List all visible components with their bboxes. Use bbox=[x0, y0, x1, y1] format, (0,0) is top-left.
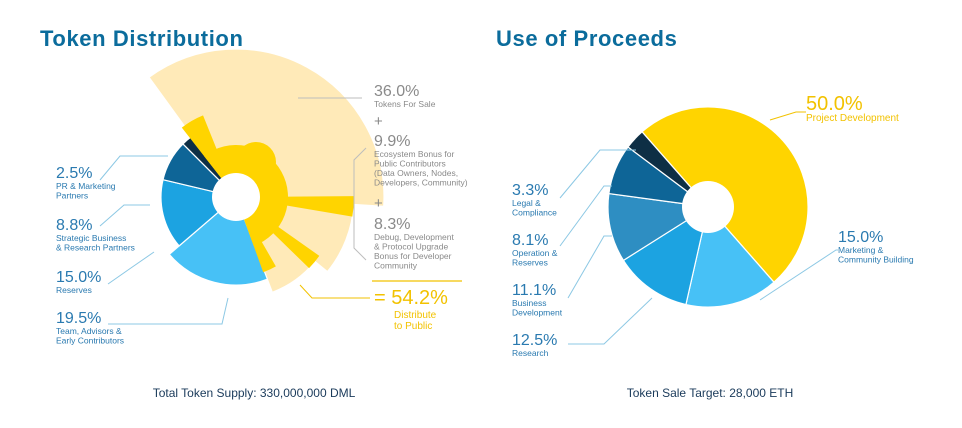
proceeds-label-4-desc-line: Reserves bbox=[512, 258, 548, 268]
token-sum-desc-line: to Public bbox=[394, 321, 432, 332]
leader-line-token-5 bbox=[99, 204, 150, 227]
token-label-debug-desc-line: Community bbox=[374, 261, 418, 271]
leader-bracket-public bbox=[353, 147, 367, 261]
leader-line-proceeds-0 bbox=[769, 111, 806, 121]
chart-title-token-distribution: Token Distribution bbox=[40, 26, 244, 51]
proceeds-donut-hole bbox=[682, 181, 734, 233]
leader-line-proceeds-4 bbox=[559, 185, 612, 247]
token-label-debug-desc-line: Bonus for Developer bbox=[374, 251, 452, 261]
token-sale-target-caption: Token Sale Target: 28,000 ETH bbox=[626, 386, 794, 400]
token-label-6-desc-line: PR & Marketing bbox=[56, 181, 116, 191]
token-label-6-value: 2.5% bbox=[56, 165, 92, 182]
proceeds-label-4-value: 8.1% bbox=[512, 232, 548, 249]
chart-title-use-of-proceeds: Use of Proceeds bbox=[496, 26, 678, 51]
leader-line-proceeds-1 bbox=[759, 249, 838, 301]
token-label-ecosystem-value: 9.9% bbox=[374, 133, 410, 150]
proceeds-label-1-value: 15.0% bbox=[838, 229, 883, 246]
token-label-ecosystem-desc-line: Ecosystem Bonus for bbox=[374, 149, 454, 159]
proceeds-label-2-value: 12.5% bbox=[512, 332, 557, 349]
leader-line-token-6 bbox=[99, 155, 168, 181]
token-label-3-desc-line: Team, Advisors & bbox=[56, 326, 122, 336]
leader-line-distribute bbox=[299, 284, 370, 299]
token-label-4-value: 15.0% bbox=[56, 269, 101, 286]
leader-line-proceeds-3 bbox=[567, 235, 612, 299]
proceeds-label-1-desc-line: Marketing & bbox=[838, 245, 884, 255]
token-label-sale-value: 36.0% bbox=[374, 83, 419, 100]
token-label-3-desc-line: Early Contributors bbox=[56, 336, 124, 346]
plus-sign-1: + bbox=[374, 113, 383, 130]
token-label-4-desc-line: Reserves bbox=[56, 285, 92, 295]
token-label-ecosystem-desc-line: (Data Owners, Nodes, bbox=[374, 168, 458, 178]
token-label-ecosystem-desc-line: Public Contributors bbox=[374, 159, 446, 169]
token-label-5-desc-line: Strategic Business bbox=[56, 233, 126, 243]
token-label-debug-desc-line: & Protocol Upgrade bbox=[374, 242, 448, 252]
leader-line-token-3 bbox=[108, 297, 229, 325]
token-sum-desc-line: Distribute bbox=[394, 310, 437, 321]
token-label-5-value: 8.8% bbox=[56, 217, 92, 234]
leader-line-proceeds-2 bbox=[568, 297, 653, 345]
proceeds-label-1-desc-line: Community Building bbox=[838, 255, 914, 265]
proceeds-label-0-value: 50.0% bbox=[806, 93, 863, 115]
token-donut-hole bbox=[212, 173, 260, 221]
token-label-debug-desc-line: Debug, Development bbox=[374, 232, 454, 242]
leader-line-token-4 bbox=[107, 251, 155, 285]
leader-line-proceeds-5 bbox=[559, 149, 636, 199]
proceeds-label-5-desc-line: Legal & bbox=[512, 198, 541, 208]
proceeds-label-3-desc-line: Development bbox=[512, 308, 563, 318]
token-label-5-desc-line: & Research Partners bbox=[56, 243, 135, 253]
proceeds-label-3-desc-line: Business bbox=[512, 298, 547, 308]
token-label-debug-value: 8.3% bbox=[374, 216, 410, 233]
token-public-hub-bump bbox=[236, 142, 276, 182]
token-label-sale-desc-line: Tokens For Sale bbox=[374, 99, 436, 109]
token-label-6-desc-line: Partners bbox=[56, 191, 88, 201]
token-label-ecosystem-desc-line: Developers, Community) bbox=[374, 178, 468, 188]
proceeds-label-2-desc-line: Research bbox=[512, 348, 549, 358]
total-token-supply-caption: Total Token Supply: 330,000,000 DML bbox=[152, 386, 356, 400]
proceeds-label-4-desc-line: Operation & bbox=[512, 248, 558, 258]
token-sum-value: = 54.2% bbox=[374, 287, 448, 309]
proceeds-label-0-desc-line: Project Development bbox=[806, 113, 899, 124]
token-distribution-chart: 36.0%Tokens For Sale +9.9%Ecosystem Bonus… bbox=[56, 48, 468, 346]
use-of-proceeds-chart: 50.0%Project Development 15.0%Marketing &… bbox=[512, 93, 914, 358]
token-label-3-value: 19.5% bbox=[56, 310, 101, 327]
plus-sign-2: + bbox=[374, 195, 383, 212]
proceeds-label-5-desc-line: Compliance bbox=[512, 208, 557, 218]
proceeds-label-5-value: 3.3% bbox=[512, 182, 548, 199]
proceeds-label-3-value: 11.1% bbox=[512, 282, 556, 299]
